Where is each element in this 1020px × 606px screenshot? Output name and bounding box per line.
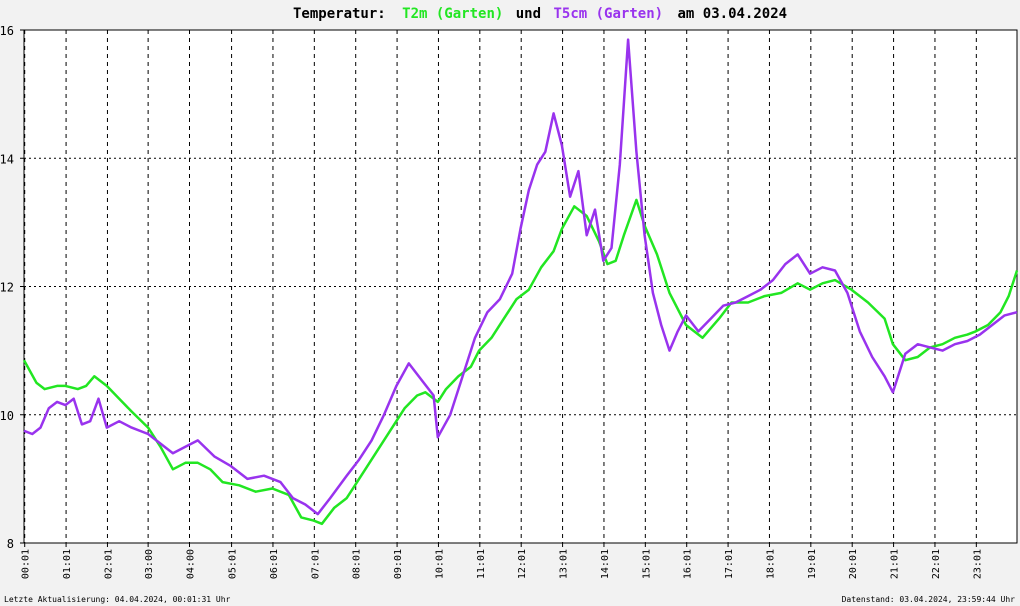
x-tick-label: 10:01 <box>434 549 445 579</box>
x-tick-label: 07:01 <box>310 549 321 579</box>
title-series-t2m: T2m (Garten) <box>402 6 503 22</box>
grid-lines <box>24 30 1017 543</box>
x-tick-label: 15:01 <box>641 549 652 579</box>
x-tick-label: 03:00 <box>144 549 155 579</box>
series-line-t5cm <box>23 38 1018 516</box>
x-tick-label: 16:01 <box>683 549 694 579</box>
x-tick-label: 04:00 <box>186 549 197 579</box>
x-tick-label: 19:01 <box>807 549 818 579</box>
x-tick-label: 06:01 <box>269 549 280 579</box>
y-tick-label: 14 <box>0 152 14 166</box>
title-prefix: Temperatur: <box>293 6 386 22</box>
y-tick-label: 8 <box>7 537 14 551</box>
series-layer <box>22 38 1019 526</box>
y-tick-label: 10 <box>0 409 14 423</box>
last-update-label: Letzte Aktualisierung: 04.04.2024, 00:01… <box>4 595 231 604</box>
x-tick-label: 18:01 <box>765 549 776 579</box>
data-timestamp-label: Datenstand: 03.04.2024, 23:59:44 Uhr <box>842 595 1016 604</box>
x-tick-label: 02:01 <box>103 549 114 579</box>
x-tick-label: 01:01 <box>62 549 73 579</box>
title-series-t5cm: T5cm (Garten) <box>553 6 663 22</box>
x-tick-label: 05:01 <box>228 549 239 579</box>
chart-title: Temperatur: T2m (Garten) und T5cm (Garte… <box>293 6 787 22</box>
title-date: am 03.04.2024 <box>678 6 788 22</box>
x-tick-label: 21:01 <box>890 549 901 579</box>
y-tick-label: 12 <box>0 281 14 295</box>
x-tick-label: 23:01 <box>972 549 983 579</box>
x-tick-label: 00:01 <box>21 549 32 579</box>
x-tick-label: 22:01 <box>931 549 942 579</box>
y-axis-ticks: 8 10 12 14 16 <box>0 24 24 551</box>
x-tick-label: 11:01 <box>476 549 487 579</box>
x-tick-label: 20:01 <box>848 549 859 579</box>
x-tick-label: 08:01 <box>352 549 363 579</box>
x-axis-ticks: 00:01 01:01 02:01 03:00 04:00 05:01 06:01 07:01… <box>21 543 983 579</box>
y-tick-label: 16 <box>0 24 14 38</box>
series-line-t2m <box>22 198 1019 526</box>
x-tick-label: 14:01 <box>600 549 611 579</box>
title-join: und <box>516 6 541 22</box>
x-tick-label: 17:01 <box>724 549 735 579</box>
x-tick-label: 12:01 <box>517 549 528 579</box>
x-tick-label: 09:01 <box>393 549 404 579</box>
x-tick-label: 13:01 <box>559 549 570 579</box>
